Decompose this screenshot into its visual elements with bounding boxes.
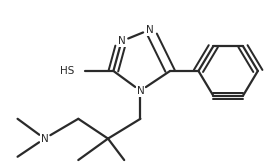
- Text: HS: HS: [60, 66, 74, 76]
- Text: N: N: [41, 134, 48, 144]
- Text: N: N: [118, 36, 125, 46]
- Text: N: N: [137, 86, 144, 96]
- Text: N: N: [146, 25, 154, 35]
